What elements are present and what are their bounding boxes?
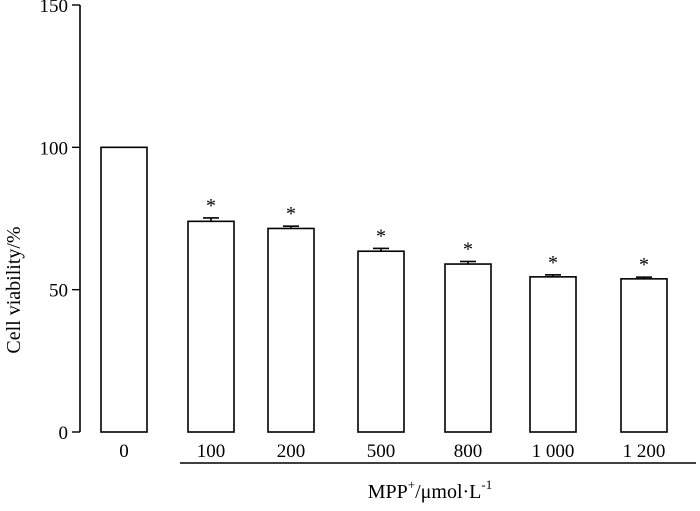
x-axis-title: MPP+/μmol·L-1 (368, 477, 493, 503)
bar (187, 220, 235, 433)
x-axis-title-main: MPP (368, 481, 408, 503)
x-tick-label: 1 000 (532, 441, 575, 462)
y-tick-label: 50 (49, 281, 68, 302)
significance-marker: * (548, 252, 558, 274)
x-tick-label: 100 (197, 441, 226, 462)
bar (267, 227, 315, 433)
x-axis-title-sup: + (408, 477, 415, 492)
x-tick-label: 800 (454, 441, 483, 462)
x-axis-title-unit-sup: -1 (481, 477, 492, 492)
significance-marker: * (286, 203, 296, 225)
significance-marker: * (639, 254, 649, 276)
y-tick-label: 0 (59, 423, 69, 444)
significance-marker: * (463, 238, 473, 260)
bar (100, 146, 148, 433)
significance-marker: * (376, 225, 386, 247)
x-tick-label: 0 (119, 441, 129, 462)
bar (357, 250, 405, 433)
axes (72, 4, 81, 433)
labels: 0 50 100 150 0 * 100 * 200 * 500 * 800 * 1 000 * 1 200 (40, 0, 666, 462)
significance-marker: * (206, 195, 216, 217)
bars (100, 146, 668, 433)
y-tick-label: 150 (40, 0, 69, 17)
bar (529, 276, 577, 433)
x-tick-label: 500 (367, 441, 396, 462)
y-tick-label: 100 (40, 138, 69, 159)
bar (620, 278, 668, 433)
x-tick-label: 1 200 (623, 441, 666, 462)
x-tick-label: 200 (277, 441, 306, 462)
y-axis-title: Cell viability/% (3, 226, 25, 353)
bar (444, 263, 492, 433)
x-axis-title-unit: /μmol·L (415, 481, 481, 503)
